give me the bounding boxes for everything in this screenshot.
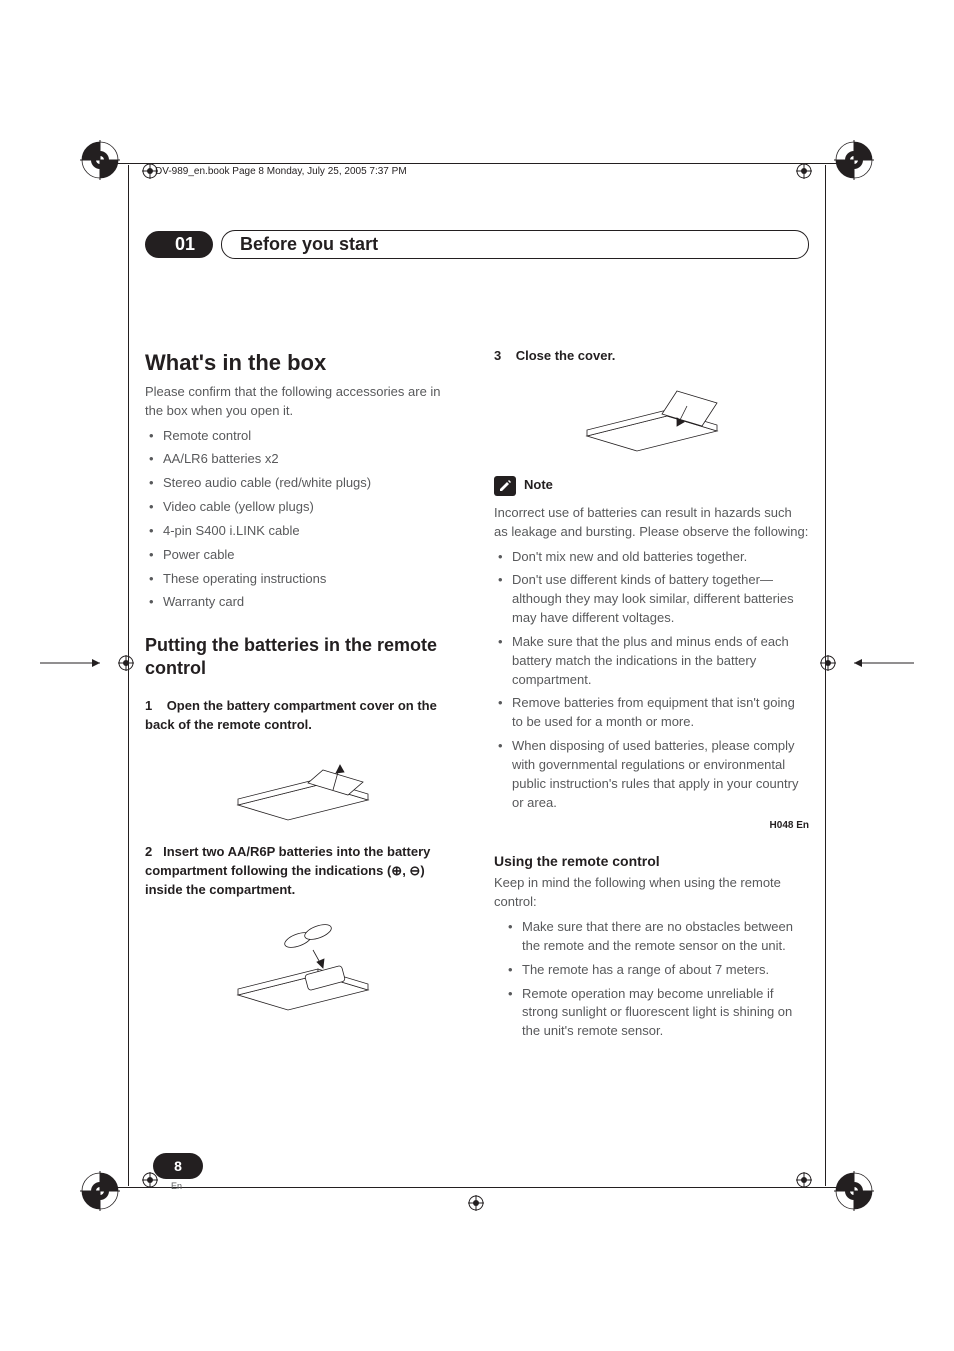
list-item: Make sure that the plus and minus ends o…	[512, 633, 809, 690]
list-item: Video cable (yellow plugs)	[163, 498, 460, 517]
step-3: 3 Close the cover.	[494, 347, 809, 366]
step-symbols: ⊕, ⊖	[391, 863, 420, 878]
list-item: 4-pin S400 i.LINK cable	[163, 522, 460, 541]
registration-mark-tr	[834, 140, 874, 180]
list-item: Make sure that there are no obstacles be…	[522, 918, 809, 956]
page-language-label: En	[171, 1181, 182, 1191]
small-reg-mb	[468, 1195, 484, 1211]
right-column: 3 Close the cover. Note	[494, 347, 809, 1047]
chapter-number-pill: 01	[145, 231, 213, 258]
print-header-line: DV-989_en.book Page 8 Monday, July 25, 2…	[155, 166, 407, 177]
registration-mark-br	[834, 1171, 874, 1211]
left-column: What's in the box Please confirm that th…	[145, 347, 460, 1047]
doc-code: H048 En	[494, 819, 809, 834]
diagram-open-cover	[228, 745, 378, 825]
small-reg-br	[796, 1172, 812, 1188]
diagram-insert-batteries	[228, 910, 378, 1020]
list-item: Remote operation may become unreliable i…	[522, 985, 809, 1042]
list-item: Remove batteries from equipment that isn…	[512, 694, 809, 732]
crop-line-left	[128, 165, 129, 1186]
step-text: Close the cover.	[516, 348, 616, 363]
page-number-badge: 8	[153, 1153, 203, 1179]
registration-mark-bl	[80, 1171, 120, 1211]
list-item: These operating instructions	[163, 570, 460, 589]
list-item: Warranty card	[163, 593, 460, 612]
crop-line-bottom	[95, 1187, 859, 1188]
list-item: Don't mix new and old batteries together…	[512, 548, 809, 567]
crop-arrow-right	[854, 655, 914, 671]
crop-line-right	[825, 165, 826, 1186]
step-2: 2 Insert two AA/R6P batteries into the b…	[145, 843, 460, 900]
step-number: 3	[494, 348, 501, 363]
list-item: The remote has a range of about 7 meters…	[522, 961, 809, 980]
note-heading: Note	[494, 476, 809, 496]
note-label: Note	[524, 476, 553, 495]
note-list: Don't mix new and old batteries together…	[494, 548, 809, 813]
chapter-bar: 01 Before you start	[145, 230, 809, 259]
chapter-title: Before you start	[221, 230, 809, 259]
list-item: Stereo audio cable (red/white plugs)	[163, 474, 460, 493]
section-title-whats-in-box: What's in the box	[145, 347, 460, 379]
step-text-a: Insert two AA/R6P batteries into the bat…	[145, 844, 430, 878]
crop-arrow-left	[40, 655, 100, 671]
step-text: Open the battery compartment cover on th…	[145, 698, 437, 732]
small-reg-ml	[118, 655, 134, 671]
pencil-icon	[494, 476, 516, 496]
section-title-batteries: Putting the batteries in the remote cont…	[145, 634, 460, 679]
page-content: 01 Before you start What's in the box Pl…	[145, 230, 809, 1171]
small-reg-mr	[820, 655, 836, 671]
section-intro-using-remote: Keep in mind the following when using th…	[494, 874, 809, 912]
list-item: When disposing of used batteries, please…	[512, 737, 809, 812]
registration-mark-tl	[80, 140, 120, 180]
section-title-using-remote: Using the remote control	[494, 851, 809, 871]
diagram-close-cover	[577, 376, 727, 456]
list-item: AA/LR6 batteries x2	[163, 450, 460, 469]
box-contents-list: Remote control AA/LR6 batteries x2 Stere…	[145, 427, 460, 613]
two-column-layout: What's in the box Please confirm that th…	[145, 347, 809, 1047]
step-number: 1	[145, 698, 152, 713]
note-intro: Incorrect use of batteries can result in…	[494, 504, 809, 542]
small-reg-tr	[796, 163, 812, 179]
step-number: 2	[145, 844, 152, 859]
list-item: Don't use different kinds of battery tog…	[512, 571, 809, 628]
list-item: Power cable	[163, 546, 460, 565]
list-item: Remote control	[163, 427, 460, 446]
section-intro-whats-in-box: Please confirm that the following access…	[145, 383, 460, 421]
step-1: 1 Open the battery compartment cover on …	[145, 697, 460, 735]
remote-tips-list: Make sure that there are no obstacles be…	[494, 918, 809, 1041]
